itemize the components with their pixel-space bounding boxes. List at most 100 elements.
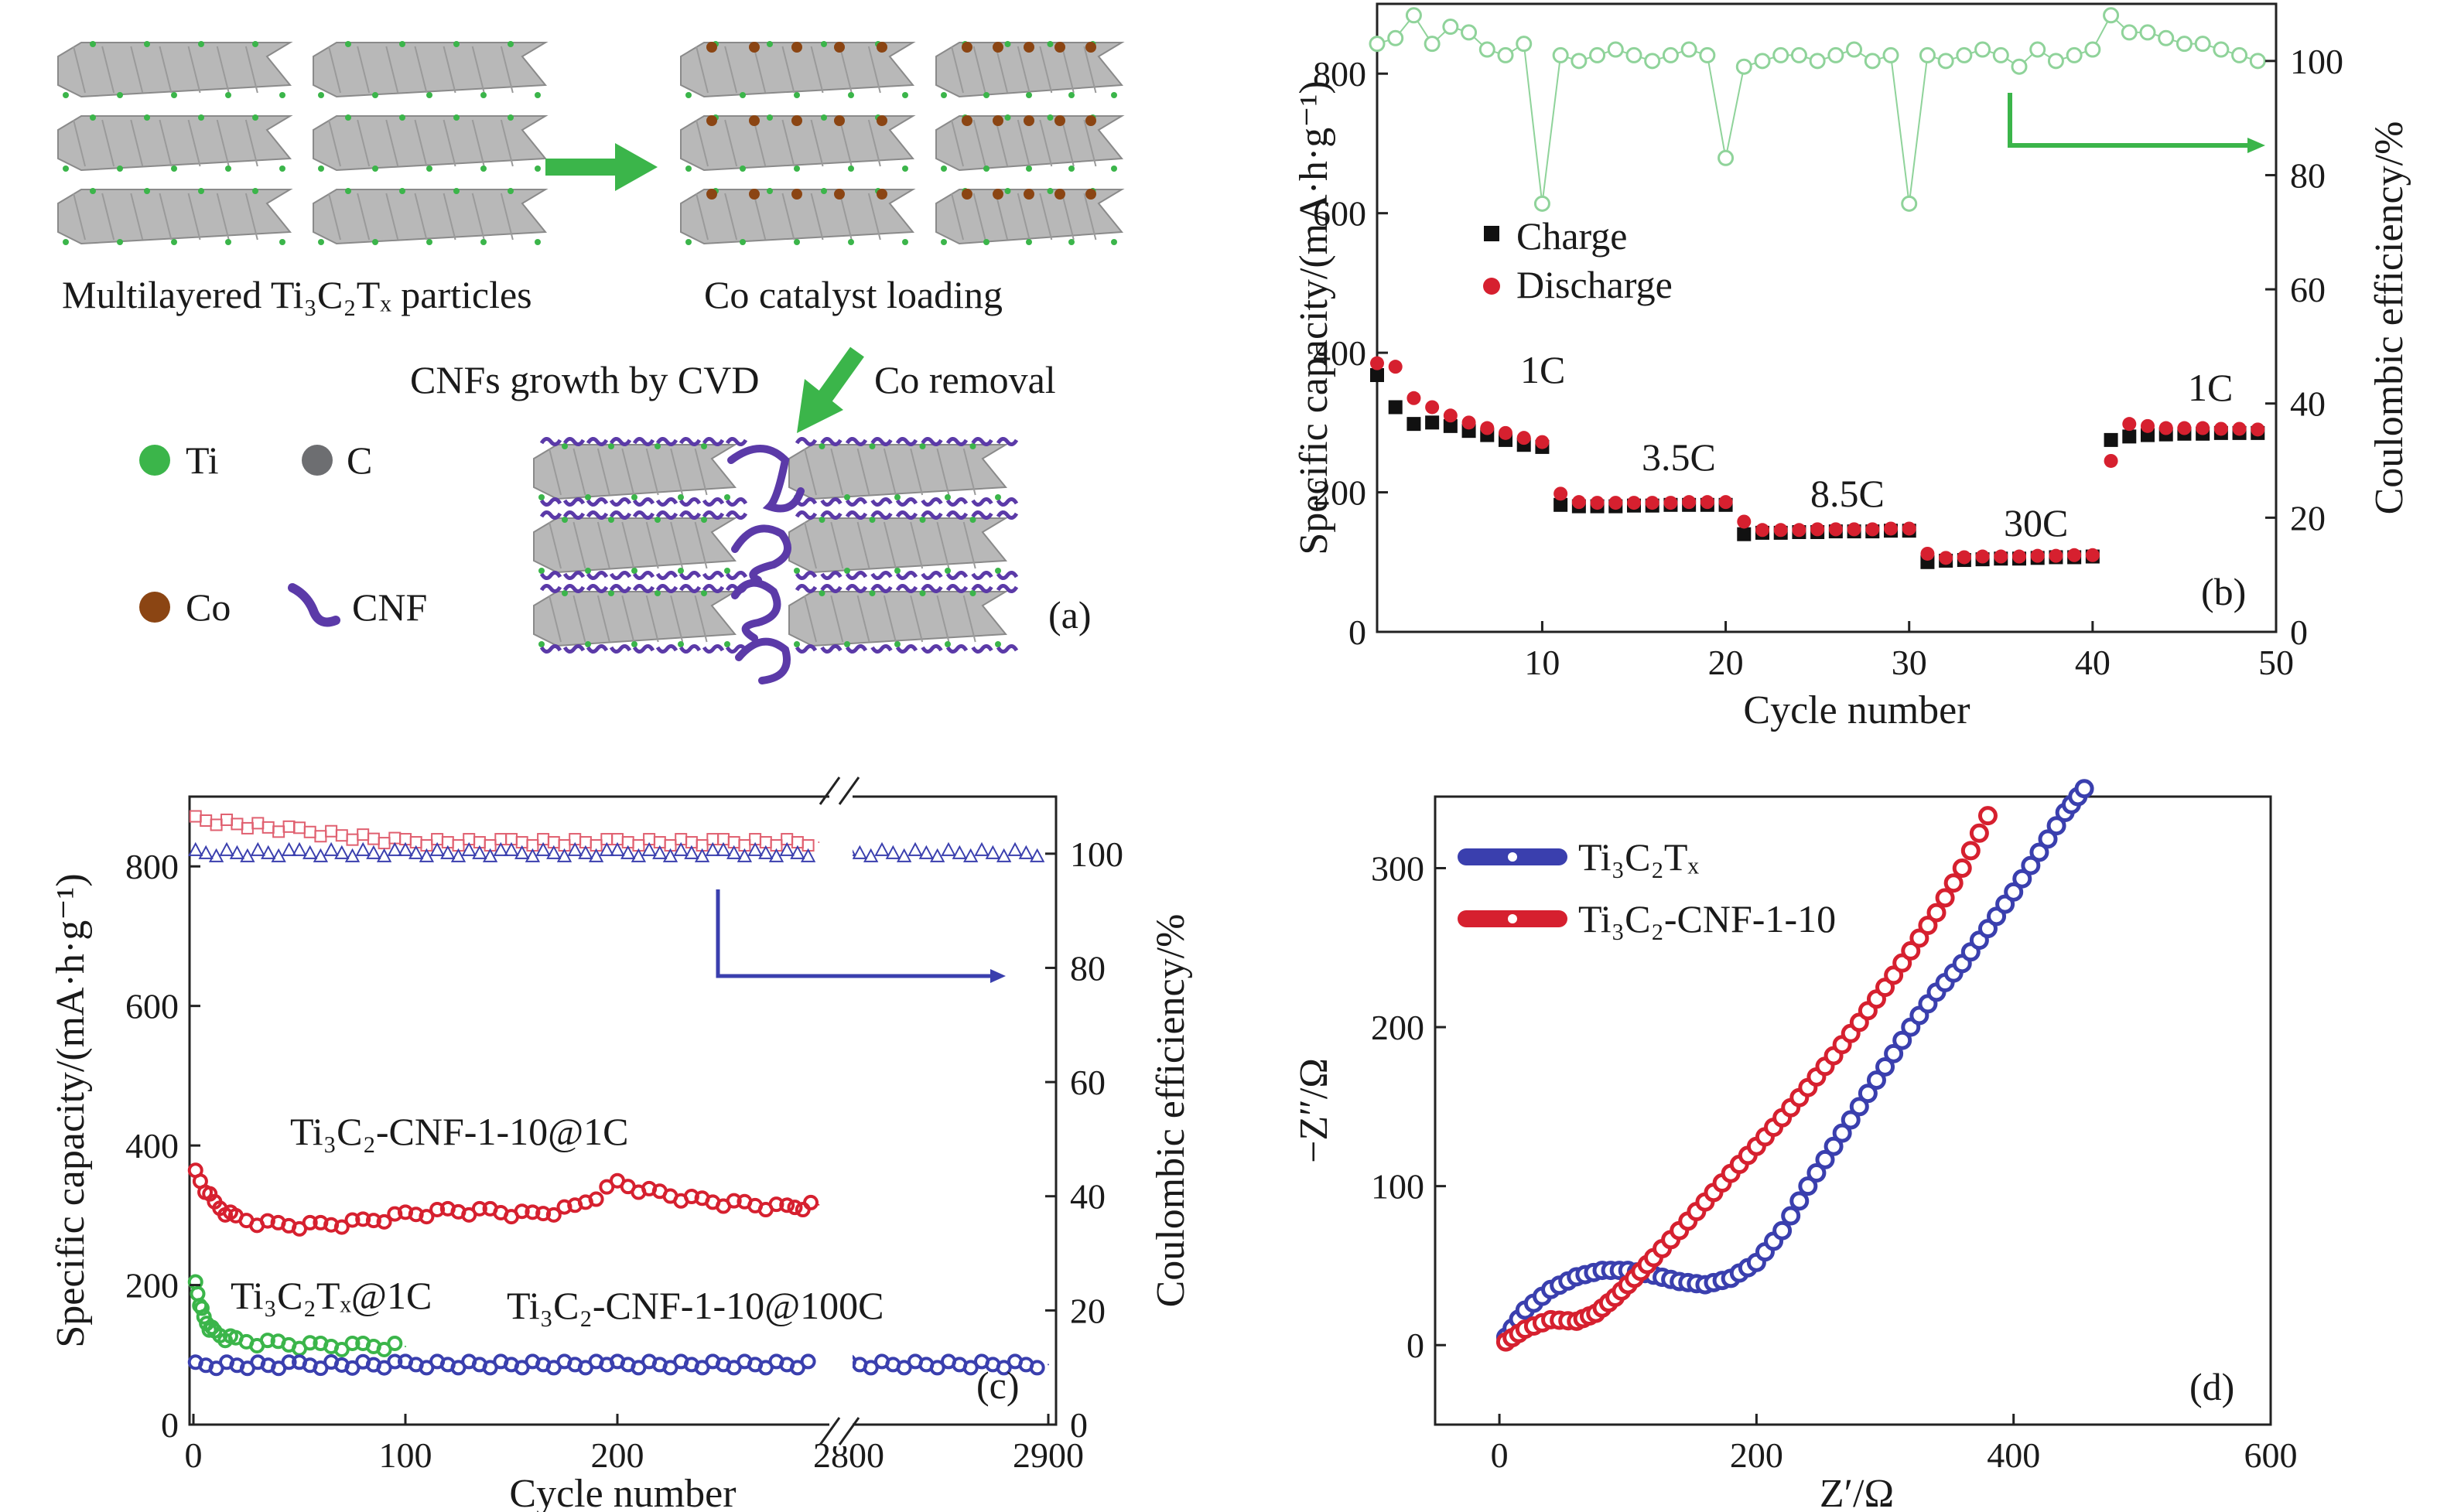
cnf-fiber <box>586 497 609 507</box>
cnf-fiber <box>655 497 678 507</box>
panel-b-axis-arrow <box>2008 93 2265 153</box>
y-tick-label: 600 <box>125 987 179 1026</box>
impedance-point <box>2021 855 2041 875</box>
capacity-point <box>302 1214 318 1230</box>
ti-atom <box>480 92 487 98</box>
efficiency-point <box>790 845 805 859</box>
ti-atom <box>941 92 947 98</box>
panel-c-chart: 0 100 200 2800 29000200400600800020406080100… <box>49 773 1193 1512</box>
sheet-edge <box>839 46 853 94</box>
efficiency-point <box>231 817 244 831</box>
efficiency-point <box>2231 46 2248 63</box>
x-tick-label: 0 <box>185 1435 203 1475</box>
capacity-point <box>376 1213 392 1230</box>
sheet-edge <box>972 193 986 241</box>
ti-atom <box>63 166 69 172</box>
co-particle <box>791 115 802 126</box>
cnf-fiber <box>678 510 702 520</box>
efficiency-point <box>974 841 989 856</box>
ti-atom <box>1111 92 1117 98</box>
efficiency-point <box>874 841 890 856</box>
ti-atom <box>848 92 854 98</box>
sheet-edge <box>244 193 258 241</box>
ti-atom <box>894 494 901 500</box>
cnf-fiber <box>845 584 868 593</box>
sheet-edge <box>724 193 738 241</box>
charge-point <box>1553 497 1568 512</box>
cnf-fiber <box>895 497 918 507</box>
sheet-edge <box>804 521 817 569</box>
ti-atom <box>144 114 150 121</box>
sheet-edge <box>328 193 341 241</box>
sheet-edge <box>357 119 371 167</box>
sheet-edge <box>73 119 86 167</box>
legend-charge: Charge <box>1516 214 1627 258</box>
co-particle <box>1054 189 1065 200</box>
annotation-mxene-1c: Ti₃C₂Tₓ@1C <box>231 1274 432 1317</box>
efficiency-point <box>1680 41 1697 58</box>
mxene-sheet <box>57 189 293 245</box>
ti-atom <box>848 239 854 245</box>
cnf-fiber <box>678 571 702 580</box>
ti-atom <box>995 641 1001 647</box>
sheet-edge <box>867 119 881 167</box>
ti-atom <box>945 494 951 500</box>
co-particle <box>877 115 887 126</box>
sheet-edge <box>781 193 795 241</box>
ti-atom <box>941 239 947 245</box>
sheet-edge <box>187 46 201 94</box>
efficiency-point <box>1533 195 1550 212</box>
efficiency-point <box>1424 36 1441 53</box>
ti-atom <box>345 188 351 194</box>
sheet-edge <box>244 46 258 94</box>
ti-atom <box>919 443 926 449</box>
caption-multilayered: Multilayered Ti₃C₂Tₓ particles <box>62 273 532 316</box>
discharge-point <box>2122 417 2137 432</box>
efficiency-point <box>941 841 956 856</box>
charge-point <box>1388 400 1403 415</box>
efficiency-point <box>652 845 668 859</box>
efficiency-point <box>768 848 784 862</box>
capacity-point <box>344 1335 361 1351</box>
efficiency-point <box>588 848 604 862</box>
impedance-point <box>1918 916 1938 936</box>
impedance-point <box>1815 1149 1835 1169</box>
efficiency-point <box>863 848 879 862</box>
sheet-edge <box>753 119 767 167</box>
ti-atom <box>724 568 730 574</box>
mxene-sheet <box>788 517 1009 574</box>
efficiency-point <box>272 825 285 838</box>
sheet-edge <box>696 193 709 241</box>
sheet-edge <box>694 595 708 643</box>
impedance-point <box>2012 869 2032 889</box>
ti-atom <box>535 92 541 98</box>
efficiency-point <box>985 845 1001 859</box>
capacity-point <box>726 1193 742 1209</box>
ti-atom <box>608 443 614 449</box>
legend-discharge: Discharge <box>1516 263 1673 306</box>
sheet-edge <box>216 46 230 94</box>
sheet-edge <box>995 46 1009 94</box>
y2-tick-label: 0 <box>2290 613 2308 652</box>
ti-atom <box>1111 166 1117 172</box>
efficiency-point <box>2176 36 2193 53</box>
co-particle <box>706 189 717 200</box>
sheet-edge <box>621 521 635 569</box>
efficiency-point <box>189 810 202 823</box>
annotation-rate-8-5c: 8.5C <box>1810 472 1885 515</box>
cnf-fiber <box>632 497 655 507</box>
efficiency-point <box>208 848 224 862</box>
efficiency-point <box>1735 58 1752 75</box>
ti-atom <box>740 92 746 98</box>
ti-atom <box>819 590 825 596</box>
impedance-point <box>1772 1220 1793 1241</box>
ti-atom <box>399 114 405 121</box>
ti-atom <box>252 188 258 194</box>
efficiency-point <box>546 845 562 859</box>
sheet-edge <box>995 193 1009 241</box>
efficiency-point <box>918 845 935 859</box>
panel-c-ylabel: Specific capacity/(mA·h·g⁻¹) <box>49 873 93 1347</box>
efficiency-point <box>2213 41 2230 58</box>
capacity-point <box>768 1196 784 1213</box>
ti-atom <box>453 41 460 47</box>
